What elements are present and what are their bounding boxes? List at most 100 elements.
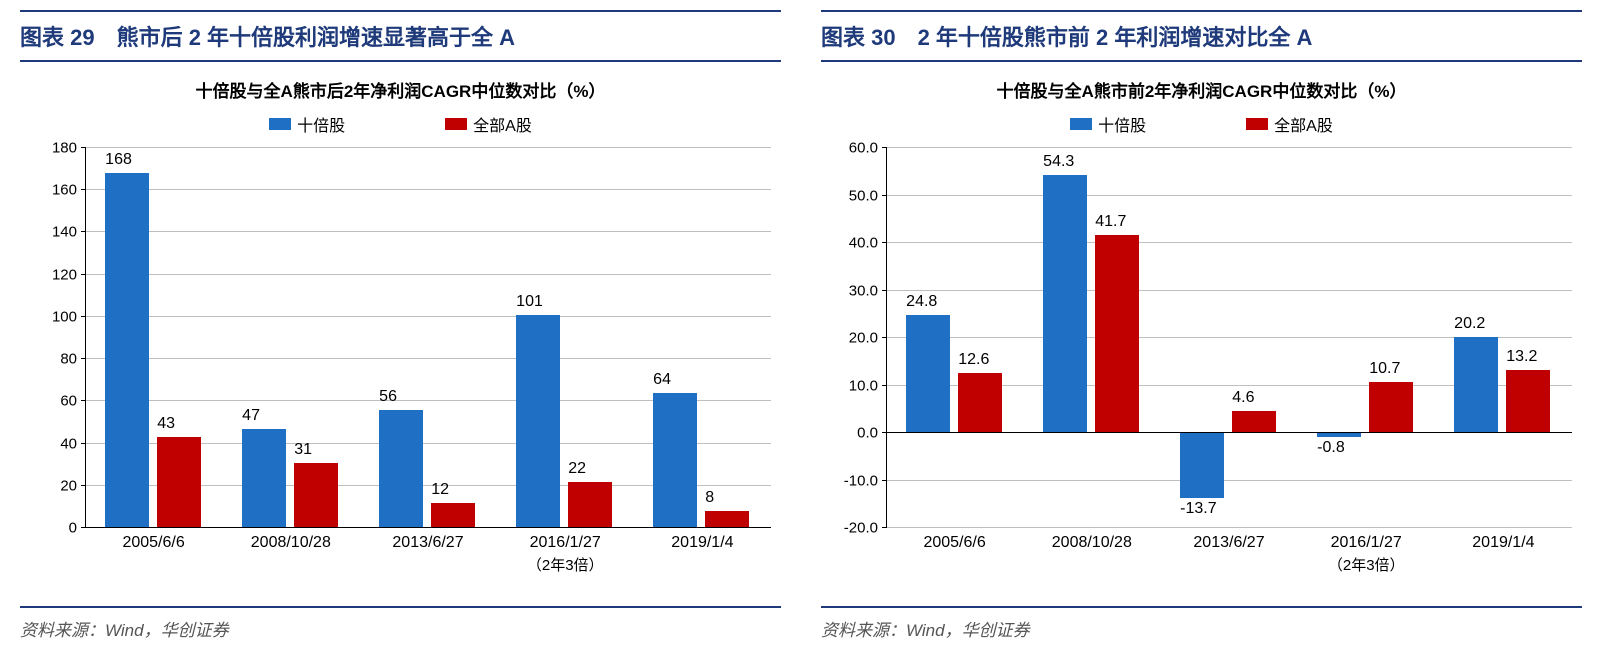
x-tick-label: 2013/6/27 — [359, 534, 496, 575]
bar-value-label: -13.7 — [1180, 500, 1216, 518]
legend-item-s2: 全部A股 — [1246, 112, 1333, 136]
bar-group: 20.2 13.2 — [1435, 148, 1572, 528]
bar-groups: 168434731561210122648 — [86, 148, 771, 528]
bar-value-label: 41.7 — [1095, 213, 1126, 231]
legend-item-s1: 十倍股 — [269, 112, 345, 136]
x-tick-sublabel: （2年3倍） — [497, 554, 634, 575]
bar — [1180, 433, 1224, 498]
bar-value-label: 12.6 — [958, 351, 989, 369]
swatch-s2 — [1246, 118, 1268, 130]
right-source: 资料来源：Wind，华创证券 — [821, 606, 1582, 641]
bar — [653, 393, 697, 528]
bar — [242, 429, 286, 528]
right-plot-wrap: -20.0-10.00.010.020.030.040.050.060.0 24… — [831, 148, 1572, 528]
y-tick-label: 10.0 — [831, 377, 878, 394]
x-tick-label: 2008/10/28 — [222, 534, 359, 575]
x-tick-label: 2005/6/6 — [886, 534, 1023, 575]
bar-value-label: 4.6 — [1232, 389, 1254, 407]
y-tick-label: 20 — [30, 477, 77, 494]
right-chart-area: 十倍股与全A熊市前2年净利润CAGR中位数对比（%） 十倍股 全部A股 -20.… — [821, 62, 1582, 596]
bar-value-label: 24.8 — [906, 293, 937, 311]
x-tick-label: 2019/1/4 — [634, 534, 771, 575]
bar-group: 24.8 12.6 — [887, 148, 1024, 528]
right-panel: 图表 30 2 年十倍股熊市前 2 年利润增速对比全 A 十倍股与全A熊市前2年… — [821, 10, 1582, 641]
bar — [157, 437, 201, 528]
left-panel: 图表 29 熊市后 2 年十倍股利润增速显著高于全 A 十倍股与全A熊市后2年净… — [20, 10, 781, 641]
bar-value-label: 168 — [105, 151, 132, 169]
right-plot: 24.8 12.6 54.3 41.7 -13.7 4.6 -0.8 10.7 20.2 13.2 — [886, 148, 1572, 528]
right-x-axis: 2005/6/62008/10/282013/6/272016/1/27（2年3… — [886, 534, 1572, 575]
bar — [431, 503, 475, 528]
y-tick-label: 100 — [30, 308, 77, 325]
y-tick-label: 120 — [30, 266, 77, 283]
zero-line — [887, 432, 1572, 433]
bar-group: -13.7 4.6 — [1161, 148, 1298, 528]
bar-value-label: -0.8 — [1317, 439, 1345, 457]
bar-value-label: 22 — [568, 460, 586, 478]
legend-label-s1: 十倍股 — [297, 112, 345, 136]
y-tick-label: 40.0 — [831, 235, 878, 252]
x-tick-label: 2016/1/27（2年3倍） — [497, 534, 634, 575]
y-tick-label: -20.0 — [831, 520, 878, 537]
y-tick-label: 40 — [30, 435, 77, 452]
bar-groups: 24.8 12.6 54.3 41.7 -13.7 4.6 -0.8 10.7 20.2 13.2 — [887, 148, 1572, 528]
y-tick-label: -10.0 — [831, 472, 878, 489]
y-tick-label: 50.0 — [831, 187, 878, 204]
bar — [294, 463, 338, 528]
bar — [958, 373, 1002, 433]
right-y-axis: -20.0-10.00.010.020.030.040.050.060.0 — [831, 148, 886, 528]
left-x-axis: 2005/6/62008/10/282013/6/272016/1/27（2年3… — [85, 534, 771, 575]
y-tick-label: 180 — [30, 140, 77, 157]
bar — [1506, 370, 1550, 433]
y-tick-label: 60.0 — [831, 140, 878, 157]
left-legend: 十倍股 全部A股 — [30, 112, 771, 136]
bar-group: -0.8 10.7 — [1298, 148, 1435, 528]
legend-item-s2: 全部A股 — [445, 112, 532, 136]
bar-group: 101 22 — [497, 148, 634, 528]
swatch-s2 — [445, 118, 467, 130]
bar — [516, 315, 560, 528]
left-header: 图表 29 熊市后 2 年十倍股利润增速显著高于全 A — [20, 10, 781, 62]
bar-group: 5612 — [360, 148, 497, 528]
left-source: 资料来源：Wind，华创证券 — [20, 606, 781, 641]
bar — [1043, 175, 1087, 433]
bar-value-label: 54.3 — [1043, 153, 1074, 171]
bar — [1454, 337, 1498, 433]
bar-value-label: 12 — [431, 481, 449, 499]
right-chart-title: 十倍股与全A熊市前2年净利润CAGR中位数对比（%） — [831, 77, 1572, 102]
x-tick-label: 2013/6/27 — [1160, 534, 1297, 575]
legend-label-s2: 全部A股 — [473, 112, 532, 136]
legend-item-s1: 十倍股 — [1070, 112, 1146, 136]
y-tick-label: 0 — [30, 520, 77, 537]
left-plot-wrap: 020406080100120140160180 168434731561210… — [30, 148, 771, 528]
bar — [105, 173, 149, 528]
bar-group: 54.3 41.7 — [1024, 148, 1161, 528]
bar — [568, 482, 612, 528]
right-header: 图表 30 2 年十倍股熊市前 2 年利润增速对比全 A — [821, 10, 1582, 62]
y-tick-label: 60 — [30, 393, 77, 410]
bar-value-label: 10.7 — [1369, 360, 1400, 378]
bar — [1317, 433, 1361, 437]
bar-value-label: 8 — [705, 489, 714, 507]
bar-value-label: 43 — [157, 415, 175, 433]
bar — [1095, 235, 1139, 433]
zero-line — [86, 527, 771, 528]
right-legend: 十倍股 全部A股 — [831, 112, 1572, 136]
y-tick-label: 160 — [30, 182, 77, 199]
y-tick-label: 0.0 — [831, 425, 878, 442]
bar — [379, 410, 423, 528]
x-tick-label: 2005/6/6 — [85, 534, 222, 575]
bar-value-label: 101 — [516, 293, 543, 311]
swatch-s1 — [269, 118, 291, 130]
bar-value-label: 20.2 — [1454, 315, 1485, 333]
left-plot: 168434731561210122648 — [85, 148, 771, 528]
legend-label-s1: 十倍股 — [1098, 112, 1146, 136]
bar-group: 64 8 — [634, 148, 771, 528]
bar-value-label: 13.2 — [1506, 348, 1537, 366]
left-chart-area: 十倍股与全A熊市后2年净利润CAGR中位数对比（%） 十倍股 全部A股 0204… — [20, 62, 781, 596]
bar-value-label: 47 — [242, 407, 260, 425]
bar-value-label: 64 — [653, 371, 671, 389]
bar — [1232, 411, 1276, 433]
x-tick-label: 2008/10/28 — [1023, 534, 1160, 575]
legend-label-s2: 全部A股 — [1274, 112, 1333, 136]
